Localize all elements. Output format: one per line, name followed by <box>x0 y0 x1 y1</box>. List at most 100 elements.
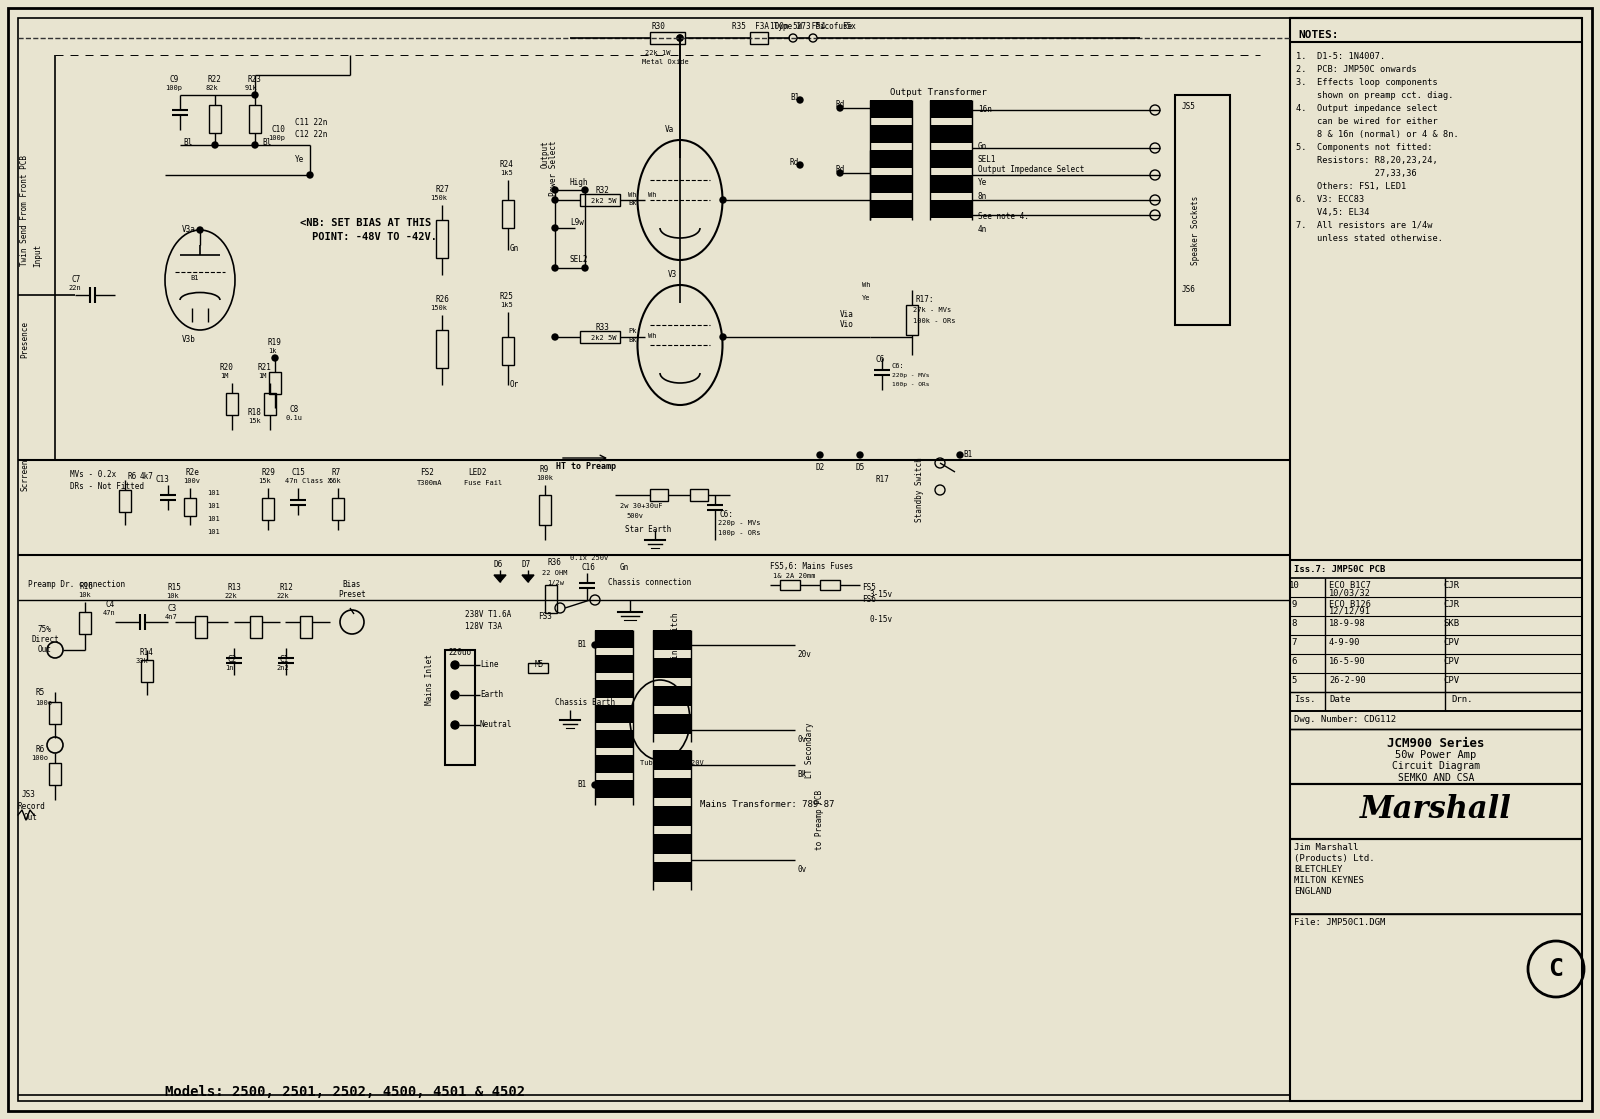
Text: 22k 1W: 22k 1W <box>645 50 670 56</box>
Text: Power Select: Power Select <box>549 140 557 196</box>
Text: Chassis Earth: Chassis Earth <box>555 698 614 707</box>
Text: Circuit Diagram: Circuit Diagram <box>1392 761 1480 771</box>
Text: 101: 101 <box>206 504 219 509</box>
Text: B1: B1 <box>578 780 586 789</box>
Text: Standby Switch: Standby Switch <box>915 458 925 523</box>
Circle shape <box>552 197 558 203</box>
Text: R21: R21 <box>258 363 272 372</box>
Text: (Products) Ltd.: (Products) Ltd. <box>1294 854 1374 863</box>
Bar <box>653 862 691 882</box>
Text: 6.  V3: ECC83: 6. V3: ECC83 <box>1296 195 1365 204</box>
Bar <box>595 780 634 798</box>
Text: 91k: 91k <box>245 85 258 91</box>
Bar <box>595 705 634 723</box>
Text: Output Transformer: Output Transformer <box>890 88 987 97</box>
Text: C13: C13 <box>155 474 170 485</box>
Bar <box>1174 95 1230 325</box>
Text: CJR: CJR <box>1443 581 1459 590</box>
Text: LED2: LED2 <box>467 468 486 477</box>
Text: Wh: Wh <box>862 282 870 288</box>
Text: R12: R12 <box>280 583 294 592</box>
Bar <box>653 714 691 734</box>
Circle shape <box>552 225 558 231</box>
Text: 100k - ORs: 100k - ORs <box>914 318 955 325</box>
Text: L9w: L9w <box>570 218 584 227</box>
Text: C12 22n: C12 22n <box>294 130 328 139</box>
Bar <box>930 100 973 117</box>
Text: 128V T3A: 128V T3A <box>466 622 502 631</box>
Text: R27: R27 <box>435 185 450 194</box>
Text: 0v: 0v <box>797 865 806 874</box>
Text: R33: R33 <box>595 323 610 332</box>
Bar <box>262 498 274 520</box>
Text: 100p - ORs: 100p - ORs <box>893 382 930 387</box>
Circle shape <box>797 97 803 103</box>
Text: File: JMP50C1.DGM: File: JMP50C1.DGM <box>1294 918 1386 927</box>
Text: B1: B1 <box>578 640 586 649</box>
Circle shape <box>858 452 862 458</box>
Text: 10: 10 <box>1288 581 1299 590</box>
Text: D7: D7 <box>522 560 531 568</box>
Bar <box>78 612 91 634</box>
Text: 33k: 33k <box>136 658 149 664</box>
Text: C16: C16 <box>582 563 595 572</box>
Text: 1.  D1-5: 1N4007.: 1. D1-5: 1N4007. <box>1296 51 1386 62</box>
Text: 5: 5 <box>1291 676 1296 685</box>
Text: Presence: Presence <box>21 321 29 358</box>
Text: 150k: 150k <box>430 305 446 311</box>
Bar <box>750 32 768 44</box>
Bar <box>579 331 621 344</box>
Bar <box>250 615 262 638</box>
Text: R23: R23 <box>248 75 262 84</box>
Text: Wh: Wh <box>648 333 656 339</box>
Bar <box>595 755 634 773</box>
Text: C8: C8 <box>290 405 299 414</box>
Text: CJR: CJR <box>1443 600 1459 609</box>
Text: R20: R20 <box>221 363 234 372</box>
Text: Va: Va <box>666 125 674 134</box>
Bar <box>595 630 634 648</box>
Text: 1n: 1n <box>226 665 234 671</box>
Circle shape <box>552 187 558 192</box>
Text: unless stated otherwise.: unless stated otherwise. <box>1296 234 1443 243</box>
Text: R15: R15 <box>168 583 182 592</box>
Text: C4: C4 <box>106 600 114 609</box>
Text: V4,5: EL34: V4,5: EL34 <box>1296 208 1370 217</box>
Text: SEL1: SEL1 <box>978 156 997 164</box>
Text: 26-2-90: 26-2-90 <box>1330 676 1366 685</box>
Text: Ye: Ye <box>978 178 987 187</box>
Text: FS3: FS3 <box>538 612 552 621</box>
Text: Marshall: Marshall <box>1360 794 1512 825</box>
Text: Direct: Direct <box>32 634 59 645</box>
Bar <box>930 200 973 218</box>
Polygon shape <box>522 575 534 582</box>
Bar <box>906 305 918 335</box>
Text: Rd: Rd <box>790 158 800 167</box>
Text: 220uo: 220uo <box>448 648 470 657</box>
Text: Bias: Bias <box>342 580 360 589</box>
Text: NOTES:: NOTES: <box>1298 30 1339 40</box>
Text: 100p: 100p <box>269 135 285 141</box>
Text: 101: 101 <box>206 516 219 521</box>
Text: Neutral: Neutral <box>480 720 512 728</box>
Bar <box>653 686 691 706</box>
Text: 16-5-90: 16-5-90 <box>1330 657 1366 666</box>
Text: High: High <box>570 178 589 187</box>
Bar <box>595 730 634 747</box>
Text: C6: C6 <box>875 355 885 364</box>
Bar <box>502 200 514 228</box>
Text: FS6: FS6 <box>862 595 875 604</box>
Bar <box>653 750 691 770</box>
Text: R22: R22 <box>208 75 222 84</box>
Text: LT Secondary: LT Secondary <box>805 722 814 778</box>
Text: 15k: 15k <box>248 419 261 424</box>
Bar <box>435 330 448 368</box>
Text: shown on preamp cct. diag.: shown on preamp cct. diag. <box>1296 91 1453 100</box>
Text: R7: R7 <box>333 468 341 477</box>
Text: Iss.: Iss. <box>1294 695 1315 704</box>
Text: 1M: 1M <box>258 373 267 379</box>
Text: Drn.: Drn. <box>1451 695 1472 704</box>
Text: 6: 6 <box>1291 657 1296 666</box>
Text: 100p - ORs: 100p - ORs <box>718 530 760 536</box>
Text: JS5: JS5 <box>1182 102 1195 111</box>
